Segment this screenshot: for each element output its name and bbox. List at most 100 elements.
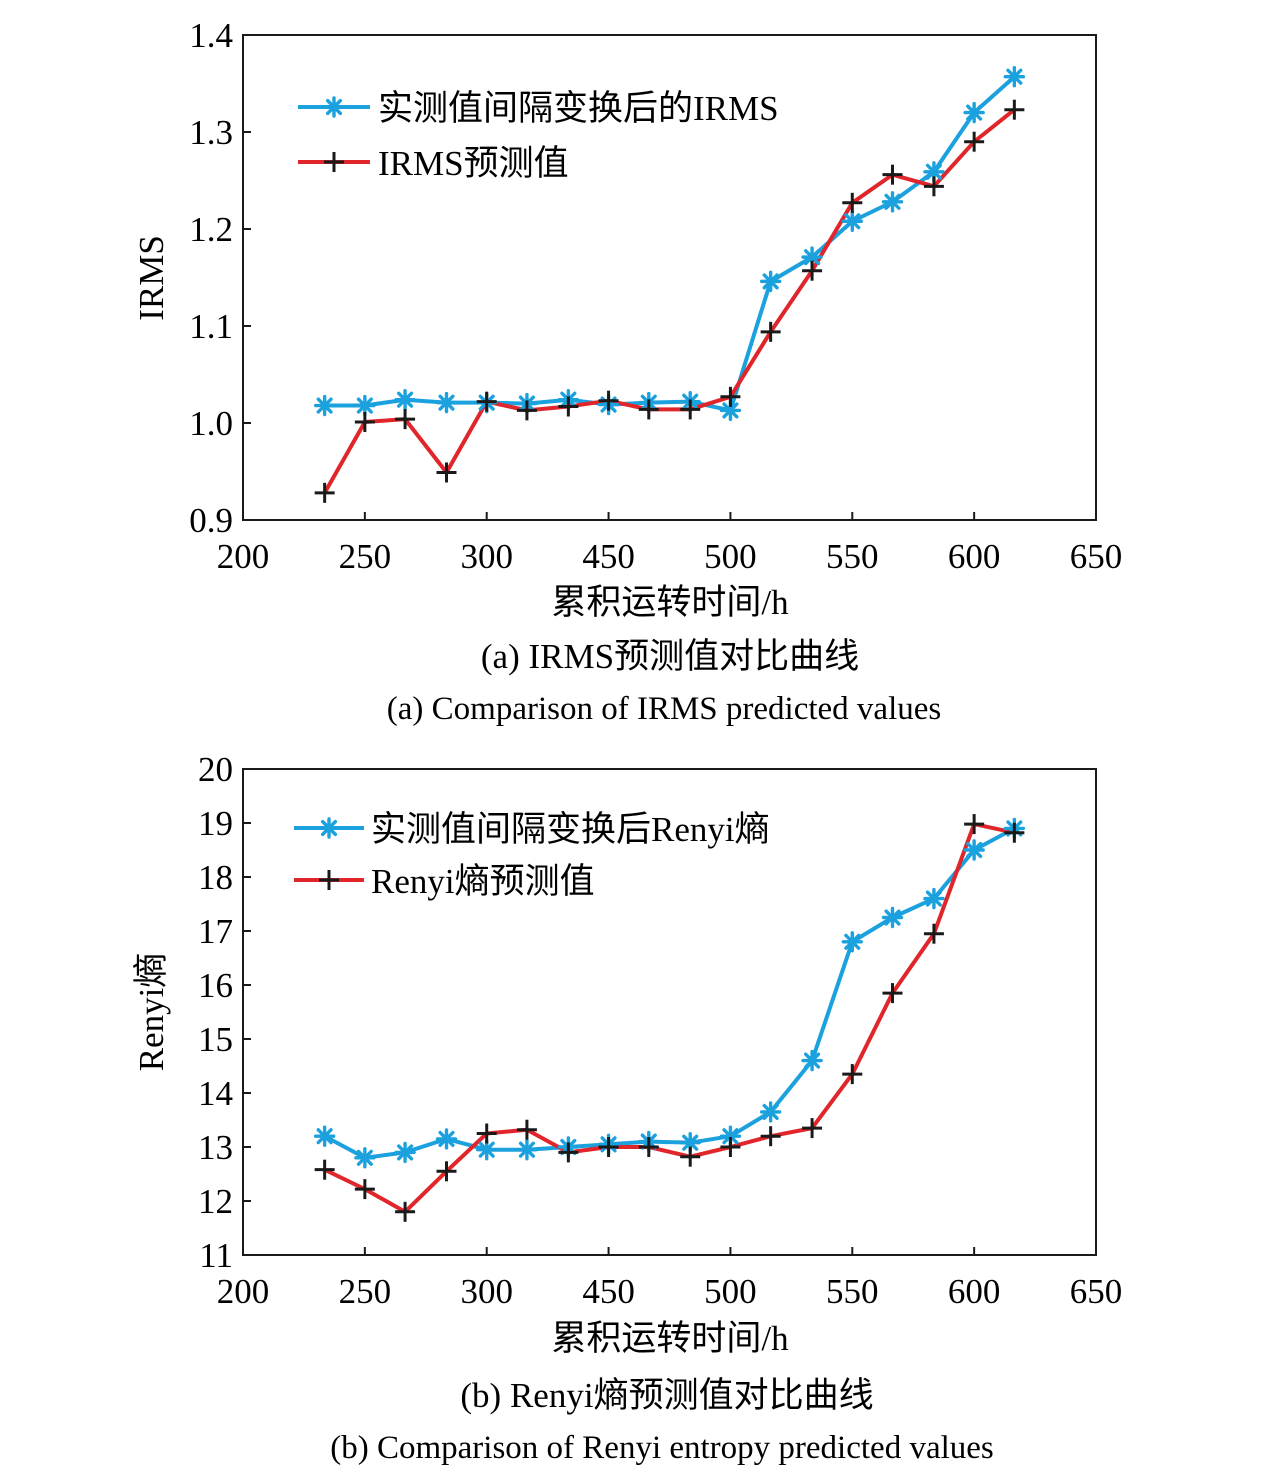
data-point-measured (516, 1138, 538, 1161)
x-tick-label: 600 (948, 1272, 1001, 1311)
data-point-measured (394, 1141, 416, 1164)
y-ticks-a: 0.9 1.0 1.1 1.2 1.3 1.4 (189, 16, 251, 540)
data-point-measured (719, 1125, 742, 1147)
caption-en-b: (b) Comparison of Renyi entropy predicte… (330, 1430, 994, 1466)
y-tick-label: 20 (198, 750, 233, 789)
chart-a: 0.9 1.0 1.1 1.2 1.3 1.4 200 250 300 450 500 550 600… (132, 16, 1122, 727)
legend-b: 实测值间隔变换后Renyi熵 Renyi熵预测值 (294, 810, 770, 901)
x-tick-label: 200 (217, 1272, 270, 1311)
legend-plus-icon-b (319, 870, 339, 890)
x-axis-title-b: 累积运转时间/h (551, 1319, 789, 1358)
data-point-measured (313, 1125, 336, 1147)
data-point-predicted (882, 164, 903, 185)
data-point-predicted (638, 399, 659, 420)
data-point-predicted (638, 1137, 659, 1157)
caption-zh-a: (a) IRMS预测值对比曲线 (481, 637, 859, 676)
data-point-measured (759, 1101, 782, 1123)
data-point-measured (923, 887, 945, 910)
data-point-measured (881, 191, 904, 213)
data-point-predicted (436, 1161, 457, 1182)
data-point-predicted (923, 923, 944, 944)
x-ticks-a: 200 250 300 450 500 550 600 650 (217, 512, 1123, 576)
data-point-measured (841, 931, 863, 953)
x-tick-label: 550 (826, 1272, 879, 1311)
data-point-measured (963, 101, 985, 124)
data-point-measured (435, 391, 458, 414)
x-tick-label: 500 (704, 537, 757, 576)
x-tick-label: 600 (948, 537, 1001, 576)
data-point-predicted (314, 1159, 335, 1180)
y-tick-label: 18 (198, 858, 233, 897)
data-point-predicted (720, 1137, 741, 1157)
data-point-measured (435, 1128, 458, 1150)
data-point-measured (313, 394, 336, 417)
series-line-predicted (322, 108, 1016, 494)
data-point-predicted (354, 1179, 375, 1200)
data-point-predicted (558, 1142, 579, 1163)
y-tick-label: 16 (198, 966, 233, 1005)
legend-a: 实测值间隔变换后的IRMS IRMS预测值 (298, 89, 779, 183)
data-point-predicted (476, 391, 497, 412)
data-point-predicted (882, 983, 903, 1004)
x-tick-label: 650 (1070, 537, 1123, 576)
data-point-predicted (842, 192, 863, 213)
x-tick-label: 300 (460, 1272, 513, 1311)
y-tick-label: 19 (198, 804, 233, 843)
data-point-predicted (923, 176, 944, 197)
plot-frame-a (242, 34, 1097, 521)
data-point-measured (354, 1147, 376, 1169)
y-tick-label: 1.4 (189, 16, 233, 55)
data-point-predicted (842, 1064, 863, 1085)
data-point-measured (881, 906, 904, 929)
chart-b: 11 12 13 14 15 16 17 18 19 20 200 250 300 450 500 550 6… (132, 750, 1122, 1466)
x-tick-label: 300 (460, 537, 513, 576)
data-point-predicted (436, 462, 457, 483)
data-point-measured (963, 839, 985, 861)
data-point-predicted (802, 1118, 823, 1139)
data-point-predicted (395, 409, 416, 430)
caption-en-a: (a) Comparison of IRMS predicted values (387, 691, 941, 727)
legend-label-measured-a: 实测值间隔变换后的IRMS (378, 89, 779, 128)
data-point-predicted (680, 399, 701, 420)
data-point-predicted (516, 1119, 537, 1140)
y-tick-label: 13 (198, 1128, 233, 1167)
plot-frame-b (242, 768, 1097, 1256)
data-point-predicted (395, 1201, 416, 1222)
legend-label-measured-b: 实测值间隔变换后Renyi熵 (371, 810, 770, 849)
data-point-predicted (964, 814, 985, 835)
data-point-measured (841, 210, 863, 232)
y-axis-title-b: Renyi熵 (132, 953, 171, 1072)
asterisk-icon (318, 817, 340, 839)
x-ticks-b: 200 250 300 450 500 550 600 650 (217, 1247, 1122, 1311)
series-layer-a (313, 66, 1026, 503)
legend-asterisk-icon-a (323, 96, 345, 118)
data-point-predicted (598, 390, 619, 411)
series-layer-b (313, 814, 1026, 1222)
data-point-measured (476, 1138, 498, 1161)
y-tick-label: 12 (198, 1182, 233, 1221)
x-tick-label: 250 (339, 1272, 392, 1311)
data-point-predicted (598, 1137, 619, 1157)
y-tick-label: 17 (198, 912, 233, 951)
y-tick-label: 1.2 (189, 210, 233, 249)
y-tick-label: 11 (199, 1236, 233, 1275)
data-point-measured (394, 389, 416, 411)
plus-icon (319, 870, 339, 890)
data-point-predicted (720, 386, 741, 407)
data-point-predicted (680, 1146, 701, 1167)
legend-label-predicted-b: Renyi熵预测值 (371, 862, 595, 901)
y-tick-label: 1.0 (189, 404, 233, 443)
y-tick-label: 0.9 (189, 501, 233, 540)
data-point-measured (801, 1049, 823, 1072)
series-line-measured (323, 826, 1016, 1160)
x-tick-label: 200 (217, 537, 270, 576)
data-point-predicted (964, 131, 985, 152)
y-tick-label: 15 (198, 1020, 233, 1059)
x-tick-label: 450 (582, 1272, 635, 1311)
data-point-predicted (1004, 99, 1025, 120)
legend-label-predicted-a: IRMS预测值 (378, 144, 569, 183)
data-point-predicted (314, 482, 335, 503)
data-point-measured (354, 394, 376, 417)
series-line-predicted (323, 822, 1015, 1214)
